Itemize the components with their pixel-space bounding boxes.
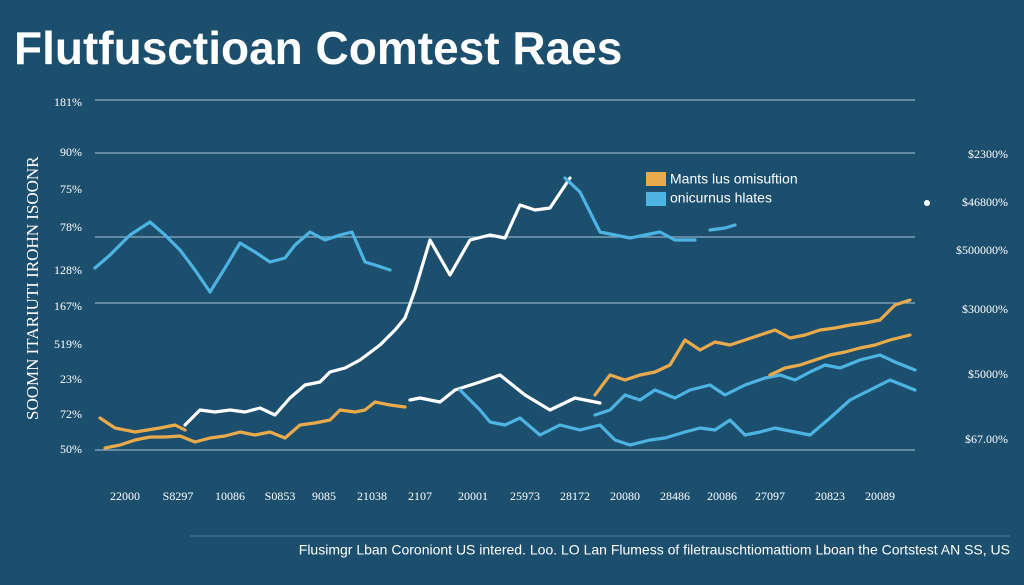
bullet — [924, 200, 930, 206]
legend-swatch — [646, 192, 666, 206]
x-axis-label: 20089 — [865, 489, 895, 503]
left-axis-label: 519% — [54, 337, 82, 351]
x-axis-label: 20080 — [610, 489, 640, 503]
x-axis-label: 2107 — [408, 489, 432, 503]
left-axis-label: 23% — [60, 372, 82, 386]
x-axis-label: 28172 — [560, 489, 590, 503]
right-axis-label: $2300% — [968, 147, 1008, 161]
line-series — [93, 176, 917, 447]
y-axis-title: SOOMN ITARIUTI IROHN ISOONR — [23, 156, 42, 420]
x-axis-label: 20823 — [815, 489, 845, 503]
right-axis-label: $500000% — [956, 243, 1008, 257]
left-axis-label: 167% — [54, 299, 82, 313]
left-axis-label: 72% — [60, 407, 82, 421]
x-axis-label: S8297 — [163, 489, 194, 503]
right-axis-label: $67.00% — [965, 432, 1008, 446]
left-axis-label: 181% — [54, 95, 82, 109]
line-series — [98, 298, 912, 450]
x-axis-label: 20001 — [458, 489, 488, 503]
legend-label: Mants lus omisuftion — [670, 171, 798, 187]
x-axis-label: 25973 — [510, 489, 540, 503]
footer: Flusimgr Lban Coroniont US intered. Loo.… — [299, 542, 1010, 558]
x-axis-label: 10086 — [215, 489, 245, 503]
line-series — [183, 176, 602, 427]
right-axis-label: $30000% — [962, 302, 1008, 316]
left-axis-label: 128% — [54, 263, 82, 277]
left-axis-label: 90% — [60, 145, 82, 159]
right-axis-label: $5000% — [968, 367, 1008, 381]
x-axis-label: 21038 — [357, 489, 387, 503]
x-axis-label: 20086 — [707, 489, 737, 503]
right-axis-label: $46800% — [962, 195, 1008, 209]
left-axis-label: 78% — [60, 220, 82, 234]
x-axis-label: 9085 — [312, 489, 336, 503]
legend-label: onicurnus hlates — [670, 190, 772, 206]
left-axis-label: 75% — [60, 182, 82, 196]
x-axis-label: 22000 — [110, 489, 140, 503]
left-axis-label: 50% — [60, 442, 82, 456]
x-axis-label: S0853 — [265, 489, 296, 503]
chart-title: Flutfusctioan Comtest Raes — [14, 22, 622, 74]
legend-swatch — [646, 172, 666, 186]
x-axis-label: 28486 — [660, 489, 690, 503]
x-axis-label: 27097 — [755, 489, 785, 503]
